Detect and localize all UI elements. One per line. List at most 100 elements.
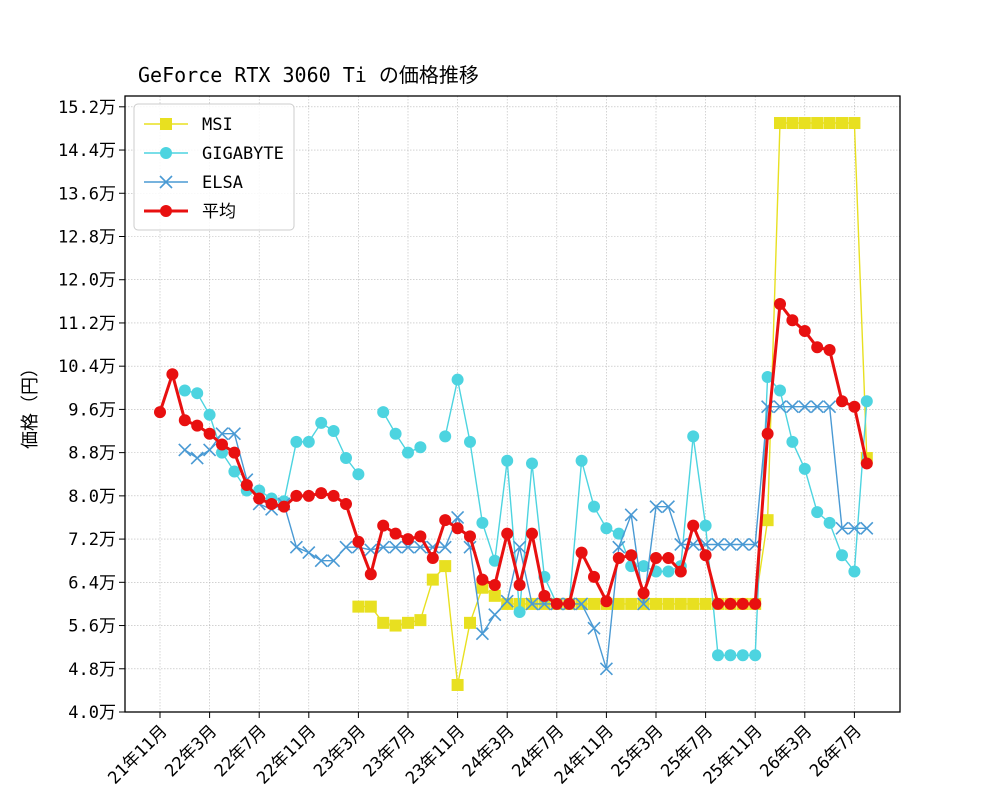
data-point-average	[662, 552, 675, 564]
legend-marker	[160, 118, 172, 130]
x-marker-stroke	[438, 540, 452, 554]
x-marker-stroke	[513, 540, 527, 554]
x-marker-stroke	[488, 608, 502, 622]
data-point-gigabyte	[439, 430, 452, 443]
data-point-gigabyte	[712, 649, 724, 662]
data-point-msi	[774, 117, 786, 130]
data-point-average	[327, 489, 340, 502]
data-point-gigabyte	[302, 435, 315, 448]
series-average	[154, 298, 873, 610]
x-marker-stroke	[289, 540, 303, 554]
data-point-gigabyte	[811, 506, 824, 519]
y-tick-label: 14.4万	[58, 141, 116, 161]
data-point-elsa	[327, 554, 341, 568]
data-point-msi	[588, 597, 600, 610]
x-marker-stroke	[711, 537, 725, 552]
data-point-elsa	[190, 451, 204, 465]
x-marker-stroke	[339, 540, 353, 554]
x-marker-stroke	[575, 597, 589, 611]
data-point-gigabyte	[451, 373, 464, 386]
data-point-gigabyte	[501, 454, 514, 467]
data-point-gigabyte	[699, 519, 712, 532]
data-point-average	[178, 414, 191, 427]
data-point-average	[712, 597, 724, 610]
data-point-elsa	[847, 521, 861, 535]
legend-label: GIGABYTE	[202, 144, 284, 164]
x-marker-stroke	[389, 540, 403, 554]
data-point-average	[736, 597, 749, 610]
data-point-average	[216, 438, 228, 451]
data-point-msi	[439, 560, 452, 573]
data-point-average	[860, 457, 873, 470]
data-point-elsa	[624, 508, 638, 522]
data-point-average	[451, 522, 464, 535]
data-point-gigabyte	[402, 446, 414, 459]
data-point-elsa	[339, 540, 353, 554]
data-point-gigabyte	[352, 468, 365, 481]
data-point-average	[687, 519, 700, 532]
data-point-msi	[811, 117, 824, 130]
data-point-elsa	[500, 594, 514, 608]
data-point-msi	[464, 616, 476, 629]
data-point-average	[464, 530, 476, 543]
x-marker-stroke	[847, 521, 861, 535]
data-point-msi	[786, 117, 799, 130]
data-point-gigabyte	[662, 565, 675, 578]
data-point-msi	[451, 678, 464, 691]
data-point-average	[798, 325, 811, 338]
data-point-average	[699, 549, 712, 562]
data-point-average	[501, 527, 514, 540]
y-tick-label: 15.2万	[58, 98, 116, 118]
data-point-msi	[625, 597, 638, 610]
data-point-average	[290, 489, 303, 502]
x-marker-stroke	[314, 554, 328, 568]
data-point-average	[526, 527, 538, 540]
data-point-gigabyte	[526, 457, 538, 470]
x-marker-stroke	[327, 554, 341, 568]
chart-title: GeForce RTX 3060 Ti の価格推移	[138, 63, 479, 87]
data-point-average	[761, 427, 774, 440]
data-point-average	[513, 579, 526, 592]
x-marker-stroke	[686, 537, 700, 552]
x-marker-stroke	[525, 597, 539, 611]
y-tick-label: 8.8万	[68, 444, 116, 464]
data-point-elsa	[587, 621, 601, 635]
data-point-msi	[674, 597, 687, 610]
x-marker-stroke	[215, 427, 229, 441]
y-axis-label: 価格（円）	[20, 359, 41, 449]
data-point-gigabyte	[228, 465, 241, 478]
data-point-gigabyte	[600, 522, 613, 535]
data-point-average	[426, 552, 439, 564]
data-point-msi	[488, 589, 501, 602]
data-point-average	[749, 597, 762, 610]
data-point-gigabyte	[575, 454, 588, 467]
data-point-average	[228, 446, 241, 459]
data-point-average	[476, 573, 489, 586]
data-point-msi	[798, 117, 811, 130]
data-point-msi	[687, 597, 700, 610]
data-point-gigabyte	[724, 649, 737, 662]
x-marker-stroke	[376, 540, 390, 554]
data-point-msi	[402, 616, 414, 629]
data-point-average	[848, 400, 861, 413]
data-point-msi	[650, 597, 662, 610]
data-point-gigabyte	[476, 516, 489, 529]
data-point-average	[538, 589, 551, 602]
data-point-elsa	[674, 537, 688, 552]
data-point-average	[402, 533, 414, 546]
data-point-gigabyte	[749, 649, 762, 662]
x-marker-stroke	[500, 594, 514, 608]
y-tick-label: 12.0万	[58, 271, 116, 291]
data-point-elsa	[835, 521, 849, 535]
x-marker-stroke	[860, 521, 874, 535]
x-marker-stroke	[463, 540, 477, 554]
data-point-elsa	[389, 540, 403, 554]
x-marker-stroke	[190, 451, 204, 465]
y-tick-label: 4.8万	[68, 660, 116, 680]
data-point-average	[253, 492, 266, 505]
data-point-msi	[426, 573, 439, 586]
data-point-elsa	[860, 521, 874, 535]
x-marker-stroke	[227, 427, 241, 441]
legend-item-msi: MSI	[144, 115, 233, 135]
legend-item-average: 平均	[144, 202, 236, 222]
